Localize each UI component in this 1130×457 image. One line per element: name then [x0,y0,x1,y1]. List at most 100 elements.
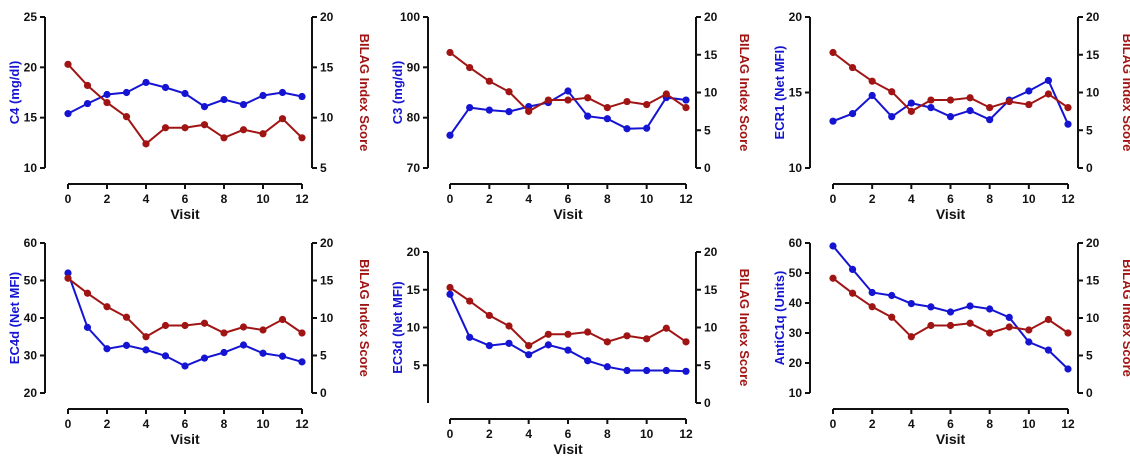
y-tick-label: 60 [24,236,38,250]
x-tick-label: 8 [986,417,993,431]
x-tick-label: 8 [604,427,611,441]
bilag-series-point [1025,100,1033,109]
left-series-point [103,90,111,99]
left-series-point [446,131,454,139]
bilag-series-point [259,326,267,334]
bilag-series-point [239,323,248,331]
y2-tick-label: 20 [320,10,334,24]
y2-tick-label: 5 [320,349,327,363]
left-series-point [829,242,837,250]
bilag-series-point [505,322,513,330]
panel-c3: 70 80 90 100 0 5 10 15 20 0 2 4 6 8 10 12 Visit C3 (mg/dl… [390,10,752,222]
bilag-series-point [623,97,631,106]
y-tick-label: 5 [413,358,420,372]
left-series-point [200,102,209,111]
y2-tick-label: 5 [1086,123,1093,137]
bilag-series-point [278,115,287,123]
bilag-series-point [682,104,690,112]
left-series-point [220,95,228,104]
left-series-line [67,272,303,368]
x-tick-label: 0 [830,417,837,431]
left-series-point [848,265,857,273]
y-tick-label: 100 [400,10,420,24]
x-tick-label: 8 [986,192,993,206]
bilag-series-point [505,88,513,96]
y2-axis-title: BILAG Index Score [357,34,372,152]
left-series-point [485,342,493,350]
left-series-point [1044,76,1053,85]
left-series-point [564,87,572,95]
x-tick-label: 12 [679,427,693,441]
x-tick-label: 10 [640,192,654,206]
bilag-series-point [103,303,111,311]
bilag-series-point [525,342,533,350]
left-series-point [161,352,170,360]
bilag-series-point [643,335,651,343]
bilag-series-point [927,96,935,104]
bilag-series-point [1044,90,1053,98]
left-series-point [643,124,651,132]
left-series-point [278,352,287,360]
bilag-series-point [466,63,474,72]
y2-tick-label: 0 [704,396,711,410]
bilag-series-point [603,338,611,346]
y-tick-label: 40 [789,296,803,310]
left-series-point [259,91,267,100]
left-series-point [848,110,857,118]
y-tick-label: 40 [24,311,38,325]
bilag-series-point [83,81,92,90]
x-tick-label: 4 [525,427,532,441]
x-tick-label: 10 [1022,192,1036,206]
left-series-point [103,345,111,353]
y-tick-label: 15 [789,86,803,100]
y-tick-label: 10 [24,161,38,175]
y-tick-label: 70 [407,161,421,175]
bilag-series-point [603,104,611,112]
bilag-series-point [122,313,131,321]
y2-tick-label: 20 [704,10,718,24]
left-series-point [986,116,994,124]
y2-tick-label: 5 [704,123,711,137]
left-series-point [525,351,533,359]
y2-tick-label: 10 [704,86,718,100]
y2-tick-label: 0 [1086,386,1093,400]
bilag-series-point [1044,315,1053,324]
y-tick-label: 25 [24,10,38,24]
left-series-point [200,354,209,362]
y-axis-title: EC3d (Net MFI) [390,281,405,373]
y-tick-label: 15 [24,111,38,125]
bilag-series-point [888,88,896,96]
left-series-point [466,333,474,341]
bilag-series-point [259,130,267,138]
left-series-point [603,363,611,371]
y-tick-label: 50 [24,274,38,288]
bilag-series-point [868,77,876,85]
bilag-series-point [662,90,670,98]
left-series-point [682,367,690,375]
y-axis-title: C3 (mg/dl) [390,61,405,125]
left-series-point [623,125,631,133]
bilag-series-point [181,321,189,330]
left-series-point [623,366,631,375]
x-axis-title: Visit [170,431,200,447]
y2-axis-title: BILAG Index Score [1120,259,1130,377]
panel-ec3d: 5 10 15 20 0 5 10 15 20 0 2 4 6 8 10 12 Visit EC3d (Net M… [390,245,752,457]
left-series-point [868,288,876,297]
bilag-series-point [64,60,72,68]
x-tick-label: 6 [565,192,572,206]
x-tick-label: 6 [947,192,954,206]
y-tick-label: 50 [789,266,803,280]
left-series-point [181,362,189,370]
bilag-series-point [848,289,857,297]
x-axis-title: Visit [936,431,966,447]
left-series-point [142,346,150,354]
left-series-point [907,99,915,107]
bilag-series-point [1005,97,1013,106]
y2-tick-label: 0 [704,161,711,175]
left-series-point [603,115,611,123]
left-series-point [278,88,287,97]
left-series-point [986,305,994,313]
x-tick-label: 2 [486,192,493,206]
y-tick-label: 15 [407,283,421,297]
x-tick-label: 12 [1061,417,1075,431]
